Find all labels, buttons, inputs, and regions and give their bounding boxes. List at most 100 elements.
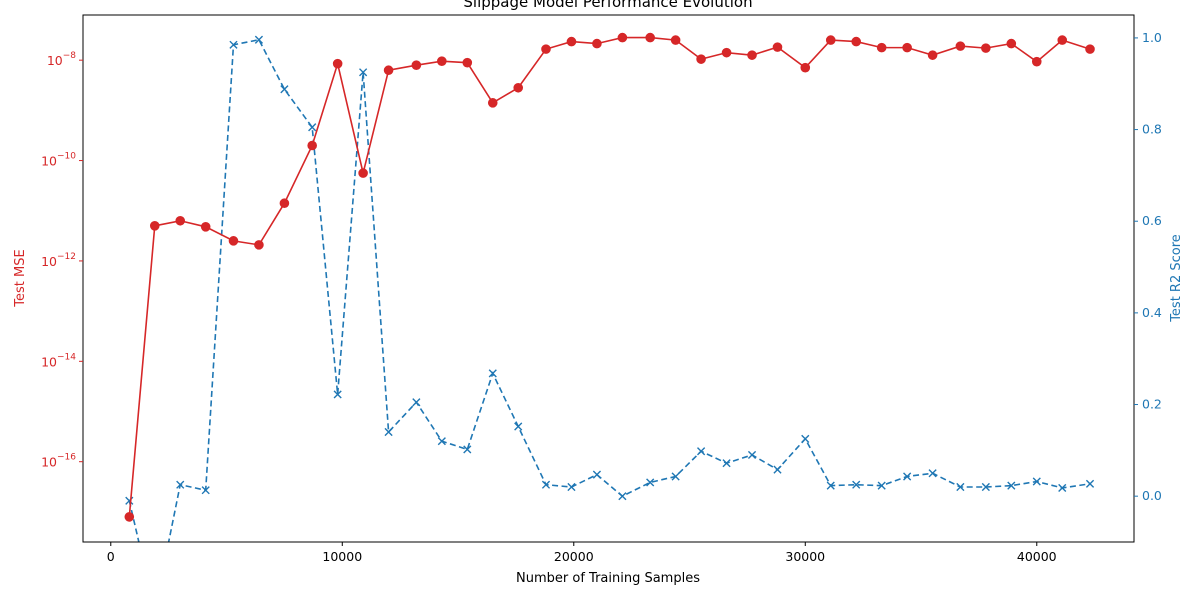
r2-point — [722, 459, 731, 468]
mse-point — [772, 42, 783, 52]
mse-point — [670, 35, 681, 45]
mse-point — [721, 47, 732, 58]
y-right-tick-label: 0.6 — [1142, 213, 1162, 228]
r2-point — [541, 480, 551, 489]
r2-point — [801, 434, 810, 443]
y-right-tick-label: 1.0 — [1142, 30, 1162, 45]
r2-point — [1007, 481, 1016, 490]
r2-point — [852, 480, 861, 489]
r2-point — [747, 450, 757, 460]
mse-point — [876, 42, 887, 53]
plot-frame — [82, 14, 1135, 543]
mse-point — [487, 98, 498, 108]
mse-point — [279, 198, 290, 209]
r2-point — [437, 437, 446, 446]
mse-point — [566, 36, 577, 47]
y-left-axis: 10−16 10−14 10−12 10−10 10−8 — [41, 51, 83, 470]
mse-point — [307, 140, 317, 151]
x-tick-label: 30000 — [785, 549, 825, 564]
r2-point — [176, 480, 185, 489]
mse-series-line — [128, 36, 1091, 517]
r2-point — [592, 470, 602, 479]
r2-point — [1032, 477, 1041, 486]
x-tick-label: 0 — [107, 549, 115, 564]
plot-area — [124, 32, 1095, 542]
r2-point — [956, 482, 965, 492]
mse-point — [1057, 35, 1068, 45]
mse-point — [175, 215, 186, 226]
mse-point — [902, 42, 912, 53]
x-tick-label: 20000 — [554, 549, 594, 564]
mse-point — [800, 62, 811, 73]
r2-point — [308, 123, 317, 132]
mse-point — [513, 82, 524, 93]
r2-point — [981, 482, 990, 492]
r2-point — [488, 369, 497, 378]
mse-point — [851, 36, 862, 47]
r2-point — [463, 445, 472, 454]
y-right-tick-label: 0.4 — [1142, 305, 1162, 320]
mse-point — [541, 44, 551, 54]
mse-point — [462, 57, 473, 68]
mse-point — [747, 50, 757, 60]
x-tick-label: 40000 — [1017, 549, 1057, 564]
y-right-tick-label: 0.0 — [1142, 488, 1162, 503]
x-axis-title: Number of Training Samples — [516, 571, 700, 586]
mse-point — [124, 512, 135, 522]
r2-point — [646, 478, 655, 487]
mse-point — [358, 168, 368, 178]
r2-point — [280, 85, 289, 94]
mse-point — [955, 41, 966, 51]
r2-point — [333, 390, 342, 399]
y-left-tick-label: 10−10 — [41, 152, 76, 169]
r2-point — [826, 481, 835, 490]
r2-point — [201, 486, 210, 495]
mse-point — [1085, 44, 1095, 54]
y-left-tick-label: 10−8 — [47, 51, 76, 68]
r2-point — [254, 35, 264, 44]
y-left-tick-label: 10−16 — [41, 453, 76, 470]
r2-point — [1085, 479, 1095, 488]
chart-title: Slippage Model Performance Evolution — [463, 0, 752, 11]
r2-point — [903, 472, 912, 481]
mse-point — [437, 56, 447, 66]
r2-point — [928, 469, 937, 478]
y-right-axis: 0.0 0.2 0.4 0.6 0.8 1.0 — [1134, 30, 1162, 503]
mse-point — [200, 222, 211, 232]
mse-point — [149, 221, 160, 231]
mse-point — [411, 60, 422, 70]
mse-point — [1006, 38, 1017, 49]
mse-point — [254, 240, 264, 250]
y-right-axis-title: Test R2 Score — [1169, 234, 1184, 323]
mse-point — [696, 54, 706, 64]
y-right-tick-label: 0.8 — [1142, 122, 1162, 137]
r2-point — [514, 422, 523, 431]
mse-point — [383, 65, 394, 76]
mse-point — [825, 35, 836, 45]
r2-point — [567, 482, 576, 492]
mse-point — [927, 50, 938, 60]
mse-point — [981, 43, 991, 53]
r2-point — [671, 472, 680, 481]
r2-point — [412, 398, 421, 407]
y-left-tick-label: 10−14 — [41, 352, 76, 369]
r2-point — [697, 447, 706, 456]
r2-series-line — [128, 38, 1091, 542]
mse-point — [592, 38, 602, 49]
mse-point — [332, 58, 343, 69]
r2-point — [229, 40, 238, 49]
x-axis: 0 10000 20000 30000 40000 — [107, 542, 1057, 564]
r2-point — [1058, 483, 1067, 493]
mse-point — [228, 236, 239, 246]
r2-point — [359, 68, 368, 77]
y-left-tick-label: 10−12 — [41, 252, 76, 269]
r2-point — [877, 481, 886, 490]
y-left-axis-title: Test MSE — [13, 249, 28, 307]
mse-point — [1031, 56, 1042, 67]
mse-point — [617, 32, 628, 43]
x-tick-label: 10000 — [322, 549, 362, 564]
r2-point — [773, 465, 782, 474]
r2-point — [384, 427, 393, 437]
r2-point — [618, 492, 627, 501]
